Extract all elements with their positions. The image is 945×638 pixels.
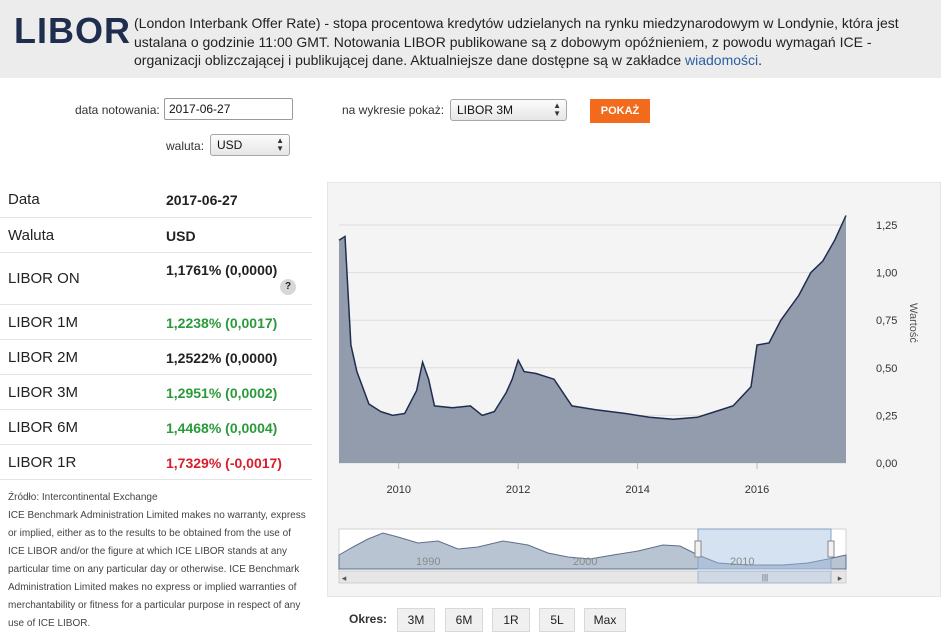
header: LIBOR (London Interbank Offer Rate) - st… [0,0,941,78]
description-suffix: . [758,52,763,68]
currency-label: waluta: [166,139,205,153]
logo: LIBOR [14,10,131,51]
row-value: 1,2522% (0,0000) [166,350,278,366]
series-line [338,215,847,420]
date-label: data notowania: [75,103,160,117]
row-key: Waluta [8,227,55,244]
row-value: 2017-06-27 [166,192,238,208]
source-line: Źródło: Intercontinental Exchange [8,492,158,503]
row-key: LIBOR 2M [8,349,79,366]
scroll-right-icon[interactable]: ▸ [838,573,843,583]
rates-table: Data 2017-06-27 Waluta USD LIBOR ON 1,17… [0,183,312,480]
description: (London Interbank Offer Rate) - stopa pr… [134,14,924,70]
navigator-area [338,532,847,570]
scroll-left-icon[interactable]: ◂ [342,573,347,583]
x-tick-label: 2012 [506,484,530,496]
scrollbar-grip-icon: ||| [762,573,768,582]
currency-select[interactable]: USD ▲ ▼ [210,134,290,156]
date-input[interactable] [164,98,293,120]
table-row: LIBOR 1M 1,2238% (0,0017) [0,305,312,340]
currency-select-value: USD [217,138,243,152]
table-row: LIBOR 1R 1,7329% (-0,0017) [0,445,312,480]
x-tick-label: 2010 [386,484,410,496]
chart-svg: 1,25 1,00 0,75 0,50 0,25 0,00 2010 2012 2014 201… [338,215,919,584]
navigator-label: 1990 [416,556,440,568]
select-arrows-icon: ▲ ▼ [553,101,561,118]
y-axis-label: Wartość [907,303,919,343]
y-tick-label: 1,00 [876,268,897,280]
table-row: LIBOR 6M 1,4468% (0,0004) [0,410,312,445]
source-note: Źródło: Intercontinental Exchange ICE Be… [8,489,308,633]
row-value: 1,2951% (0,0002) [166,385,278,401]
y-tick-label: 1,25 [876,220,897,232]
select-arrows-icon: ▲ ▼ [276,136,284,153]
row-value: 1,1761% (0,0000) [166,262,278,278]
disclaimer: ICE Benchmark Administration Limited mak… [8,510,306,629]
row-key: LIBOR 6M [8,419,79,436]
y-tick-label: 0,50 [876,363,897,375]
row-key: LIBOR 1M [8,314,79,331]
row-value: 1,4468% (0,0004) [166,420,278,436]
row-value: 1,2238% (0,0017) [166,315,278,331]
help-icon[interactable]: ? [280,279,296,295]
period-button-1r[interactable]: 1R [492,608,530,632]
y-tick-label: 0,75 [876,315,897,327]
table-row: LIBOR 2M 1,2522% (0,0000) [0,340,312,375]
period-label: Okres: [349,612,388,626]
x-tick-label: 2016 [745,484,769,496]
x-tick-label: 2014 [625,484,649,496]
period-button-5l[interactable]: 5L [539,608,575,632]
row-key: Data [8,191,40,208]
row-value: USD [166,228,196,244]
show-button[interactable]: POKAŻ [590,99,650,123]
chart-series-value: LIBOR 3M [457,103,514,117]
description-text: (London Interbank Offer Rate) - stopa pr… [134,15,899,68]
chart-label: na wykresie pokaż: [342,103,445,117]
news-link[interactable]: wiadomości [685,52,759,68]
navigator-label: 2000 [573,556,597,568]
scrollbar-thumb[interactable] [697,570,832,584]
y-tick-label: 0,25 [876,410,897,422]
table-row: LIBOR ON 1,1761% (0,0000) ? [0,253,312,305]
chart-series-select[interactable]: LIBOR 3M ▲ ▼ [450,99,567,121]
table-row: LIBOR 3M 1,2951% (0,0002) [0,375,312,410]
table-row: Data 2017-06-27 [0,183,312,218]
navigator-handle-left[interactable] [694,540,702,558]
table-row: Waluta USD [0,218,312,253]
navigator-selection[interactable] [697,528,832,570]
row-key: LIBOR ON [8,270,80,287]
period-button-6m[interactable]: 6M [445,608,483,632]
row-key: LIBOR 1R [8,454,77,471]
period-button-3m[interactable]: 3M [397,608,435,632]
period-button-max[interactable]: Max [584,608,626,632]
series-area [339,215,846,463]
row-value: 1,7329% (-0,0017) [166,455,282,471]
libor-chart[interactable]: 1,25 1,00 0,75 0,50 0,25 0,00 2010 2012 2014 201… [327,182,941,597]
y-tick-label: 0,00 [876,458,897,470]
navigator-label: 2010 [730,556,754,568]
navigator-handle-right[interactable] [827,540,835,558]
row-key: LIBOR 3M [8,384,79,401]
